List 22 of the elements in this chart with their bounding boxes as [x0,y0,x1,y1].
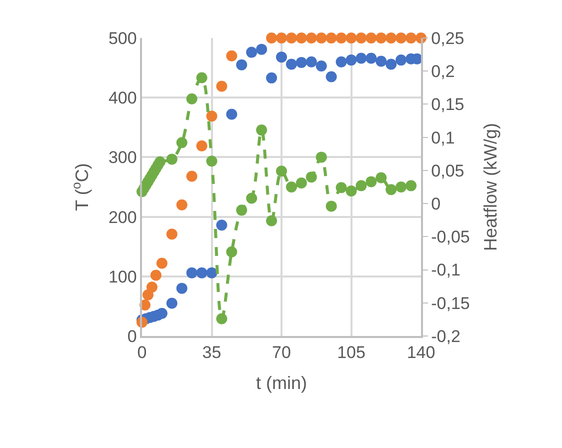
y-tick-label: 200 [108,208,137,227]
x-tick-label: 105 [337,343,366,362]
y-tick-label: 300 [108,148,137,168]
y-tick-label: 400 [108,88,137,108]
y2-tick-label: -0,15 [431,294,470,313]
y2-tick-label: 0 [431,194,441,214]
y2-tick-label: 0,2 [431,62,455,82]
y-tick-label: 0 [127,326,137,346]
y2-tick-label: 0,1 [431,128,455,148]
y-tick-label: 100 [108,267,137,286]
y2-tick-label: -0,05 [431,228,470,247]
y2-axis-title: Heatflow (kW/g) [480,122,500,252]
y2-tick-label: 0,05 [431,161,464,180]
y-tick-label: 500 [108,28,137,48]
y2-tick-label: 0,25 [431,28,464,48]
y2-tick-label: 0,15 [431,95,464,114]
x-tick-label: 140 [406,343,436,362]
x-axis-title: t (min) [256,372,307,393]
x-tick-label: 70 [272,343,291,362]
y2-tick-label: -0,2 [431,326,460,346]
x-tick-label: 35 [202,343,222,362]
y2-tick-label: -0,1 [431,260,460,280]
